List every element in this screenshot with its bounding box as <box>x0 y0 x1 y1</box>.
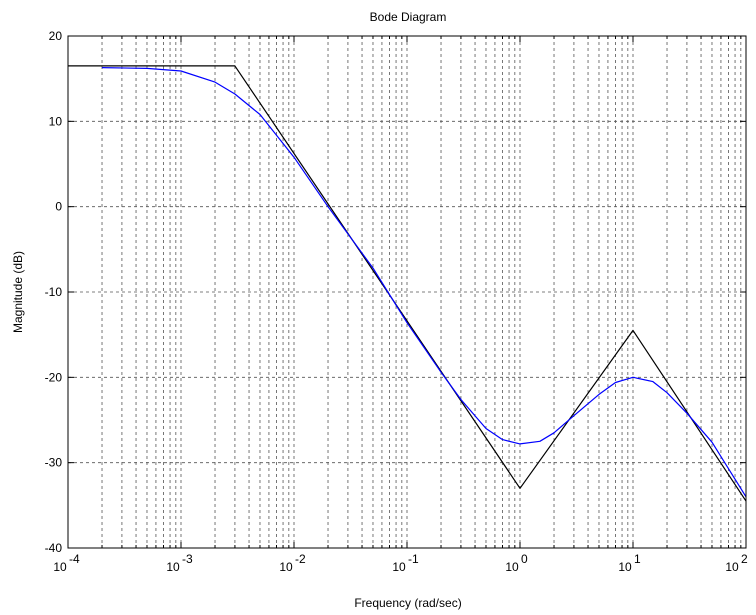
x-axis-title: Frequency (rad/sec) <box>354 596 461 610</box>
x-tick-label-base: 10 <box>166 560 180 574</box>
x-tick-label: 10-2 <box>279 552 306 574</box>
x-tick-label-exponent: 1 <box>634 552 641 566</box>
x-tick-label-base: 10 <box>279 560 293 574</box>
tick-marks <box>68 35 746 549</box>
y-axis-title: Magnitude (dB) <box>11 251 25 333</box>
x-tick-label-exponent: -1 <box>408 552 419 566</box>
y-tick-label: -20 <box>45 370 63 384</box>
x-tick-label-base: 10 <box>618 560 632 574</box>
x-tick-label-base: 10 <box>505 560 519 574</box>
y-tick-label: 10 <box>49 114 63 128</box>
x-tick-label: 100 <box>505 552 528 574</box>
x-tick-label: 101 <box>618 552 641 574</box>
x-tick-label-base: 10 <box>725 560 739 574</box>
x-tick-label-exponent: 0 <box>521 552 528 566</box>
y-tick-label: 20 <box>49 29 63 43</box>
x-tick-label: 10-3 <box>166 552 193 574</box>
series-group <box>68 65 747 502</box>
x-tick-label-exponent: -2 <box>295 552 306 566</box>
x-tick-label: 102 <box>725 552 748 574</box>
x-tick-label-base: 10 <box>392 560 406 574</box>
y-tick-label: -40 <box>45 541 63 555</box>
x-tick-label-exponent: -3 <box>182 552 193 566</box>
y-tick-label: -10 <box>45 285 63 299</box>
x-tick-label: 10-1 <box>392 552 419 574</box>
x-tick-label-exponent: -4 <box>69 552 80 566</box>
x-tick-label-exponent: 2 <box>741 552 748 566</box>
y-tick-label: -30 <box>45 456 63 470</box>
series-line-asymptotic <box>68 65 747 502</box>
y-tick-labels: 20 10 0 -10 -20 -30 -40 <box>45 29 63 555</box>
x-tick-label: 10-4 <box>53 552 80 574</box>
series-line-magnitude <box>101 67 747 498</box>
y-tick-label: 0 <box>55 200 62 214</box>
x-tick-label-base: 10 <box>53 560 67 574</box>
chart-title: Bode Diagram <box>370 10 447 24</box>
